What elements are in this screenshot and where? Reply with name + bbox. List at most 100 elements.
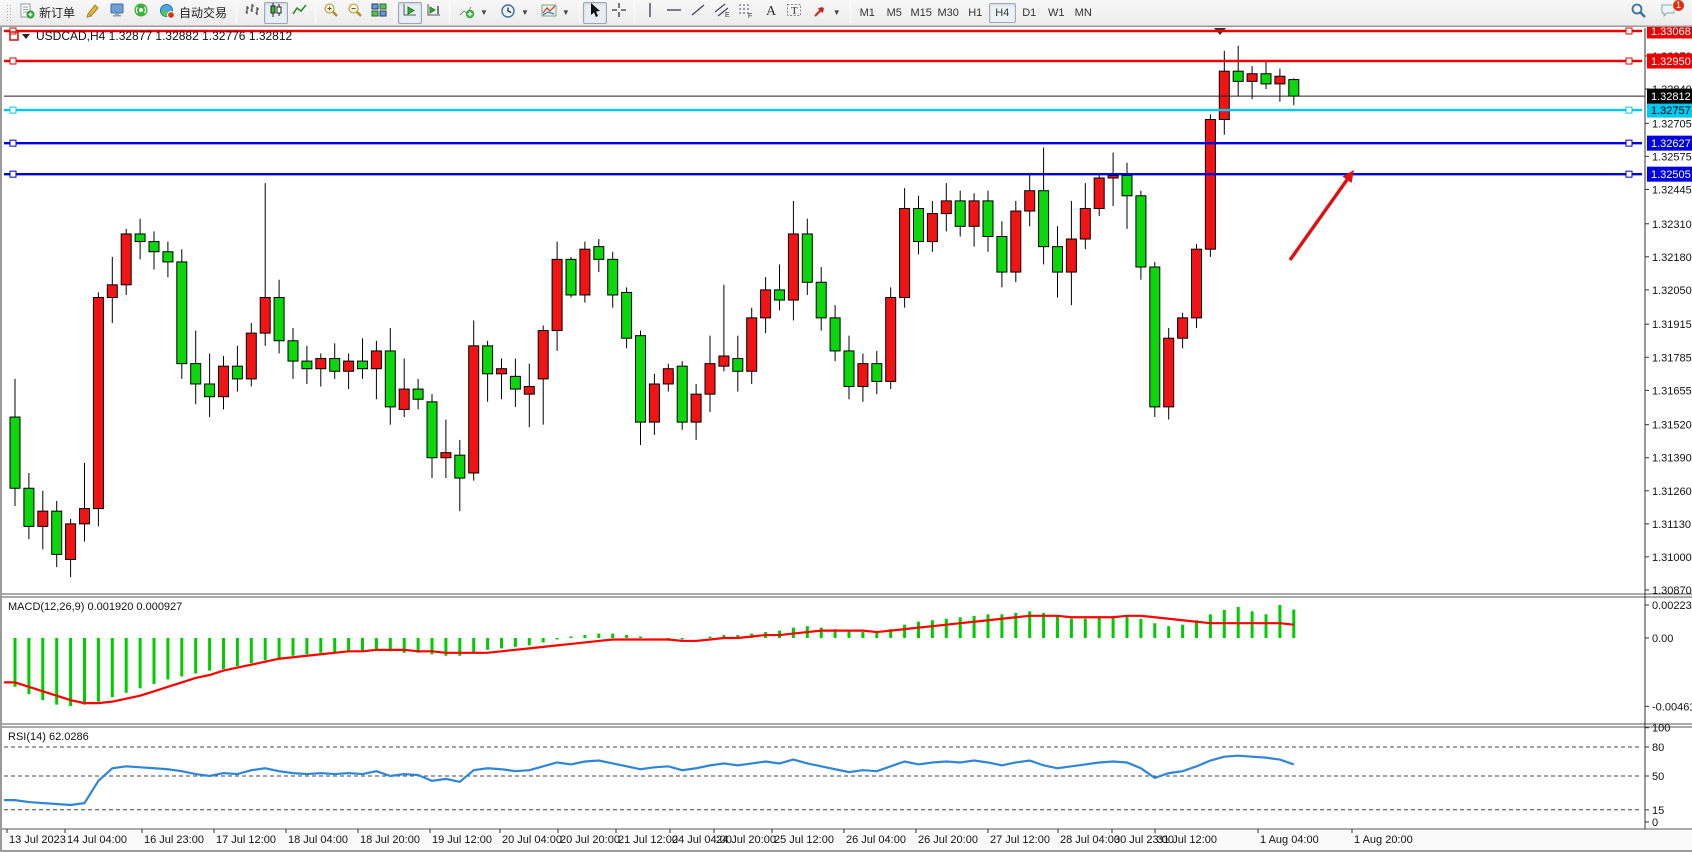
zoom-out-icon [347,2,363,23]
tile-windows-icon [371,2,387,23]
clock-icon [500,3,516,22]
toolbar-separator [449,2,451,23]
line-handle[interactable] [1625,106,1633,114]
candle [343,353,355,390]
candle [871,350,883,395]
macd-signal-line [4,614,1294,705]
fibonacci-button[interactable]: F [734,2,758,24]
chart-shift-button[interactable] [422,2,446,24]
line-handle[interactable] [9,27,17,35]
indicators-button[interactable]: ▼ [453,2,494,24]
line-chart-button[interactable] [288,2,312,24]
rsi-tick: 0 [1652,817,1658,829]
candle [384,328,396,425]
horizontal-line-object[interactable] [4,139,1642,147]
candle [134,218,146,260]
zoom-in-button[interactable] [319,2,343,24]
rsi-tick: 100 [1652,723,1670,735]
equidistant-channel-button[interactable]: E [710,2,734,24]
candle [1065,200,1077,306]
toolbar-grip[interactable] [6,3,11,22]
line-handle[interactable] [1625,27,1633,35]
candle [746,307,758,384]
time-axis[interactable]: 13 Jul 2023 14 Jul 04:00 16 Jul 23:00 17 Ju… [6,829,1413,846]
timeframe-h1-button[interactable]: H1 [968,6,983,19]
line-handle[interactable] [9,57,17,65]
periods-button[interactable]: ▼ [494,2,535,24]
bar-chart-button[interactable] [240,2,264,24]
date-label: 28 Jul 04:00 [1060,834,1120,846]
templates-button[interactable]: ▼ [535,2,576,24]
horizontal-line-button[interactable] [662,2,686,24]
candle [1260,61,1272,89]
timeframe-m1-button[interactable]: M1 [859,6,875,19]
chevron-down-icon: ▼ [832,8,841,17]
svg-text:A: A [766,4,777,18]
toolbar-separator [578,2,580,23]
candle [899,188,911,308]
trendline-button[interactable] [686,2,710,24]
horizontal-line-object[interactable] [4,57,1642,65]
svg-text:F: F [748,13,752,18]
line-handle[interactable] [9,139,17,147]
line-handle[interactable] [9,106,17,114]
candle [92,292,104,527]
timeframe-m5-button[interactable]: M5 [886,6,902,19]
horizontal-line-object[interactable] [4,27,1642,35]
text-icon: A [762,2,778,23]
price-level-label: 1.32812 [1651,91,1691,103]
timeframe-d1-button[interactable]: D1 [1022,6,1037,19]
candle [1024,172,1036,227]
price-tick: 1.31655 [1652,385,1692,397]
timeframe-mn-button[interactable]: MN [1074,6,1092,19]
chart-window[interactable]: USDCAD,H4 1.32877 1.32882 1.32776 1.3281… [0,26,1692,852]
candle [65,518,77,578]
chat-button[interactable]: 1 [1656,0,1685,24]
zoom-out-button[interactable] [343,2,367,24]
candle [648,373,660,435]
crosshair-button[interactable] [607,2,631,24]
timeframe-m15-button[interactable]: M15 [910,6,932,19]
cursor-button[interactable] [582,1,607,24]
candle [412,378,424,410]
auto-scroll-button[interactable] [398,1,423,24]
line-handle[interactable] [1625,139,1633,147]
line-handle[interactable] [1625,57,1633,65]
cursor-arrow-icon [587,2,603,23]
auto-trading-button[interactable]: 自动交易 [153,2,233,24]
candle [482,340,494,402]
tile-windows-button[interactable] [367,2,391,24]
window-menu-icon[interactable] [22,34,30,39]
annotation-arrow[interactable] [1288,170,1354,261]
vertical-line-button[interactable] [638,2,662,24]
crosshair-icon [611,2,627,23]
news-button[interactable] [129,2,153,24]
line-handle[interactable] [1625,170,1633,178]
chart-canvas[interactable]: USDCAD,H4 1.32877 1.32882 1.32776 1.3281… [2,27,1692,850]
arrows-button[interactable]: ▼ [806,2,847,24]
candle [843,335,855,400]
search-button[interactable] [1626,2,1650,24]
timeframe-h4-button[interactable]: H4 [988,2,1016,23]
line-handle[interactable] [9,170,17,178]
horizontal-line-object[interactable] [4,170,1642,178]
svg-text:T: T [791,5,798,17]
new-order-button[interactable]: 新订单 [13,2,81,24]
horizontal-line-object[interactable] [4,106,1642,114]
candlestick-chart-button[interactable] [264,1,289,24]
text-label-button[interactable]: T [782,2,806,24]
candle [662,363,674,392]
timeframe-m30-button[interactable]: M30 [937,6,959,19]
text-button[interactable]: A [758,2,782,24]
styles-button[interactable] [81,2,105,24]
price-level-label: 1.32757 [1651,105,1691,117]
rsi-indicator: RSI(14) 62.0286 [4,731,1642,811]
candle [1093,172,1105,217]
publisher-button[interactable] [105,2,129,24]
toolbar-separator [236,2,238,23]
window-icon[interactable] [9,31,19,41]
toolbar-separator [394,2,396,23]
timeframe-w1-button[interactable]: W1 [1047,6,1065,19]
price-tick: 1.31390 [1652,453,1692,465]
candle [940,183,952,232]
